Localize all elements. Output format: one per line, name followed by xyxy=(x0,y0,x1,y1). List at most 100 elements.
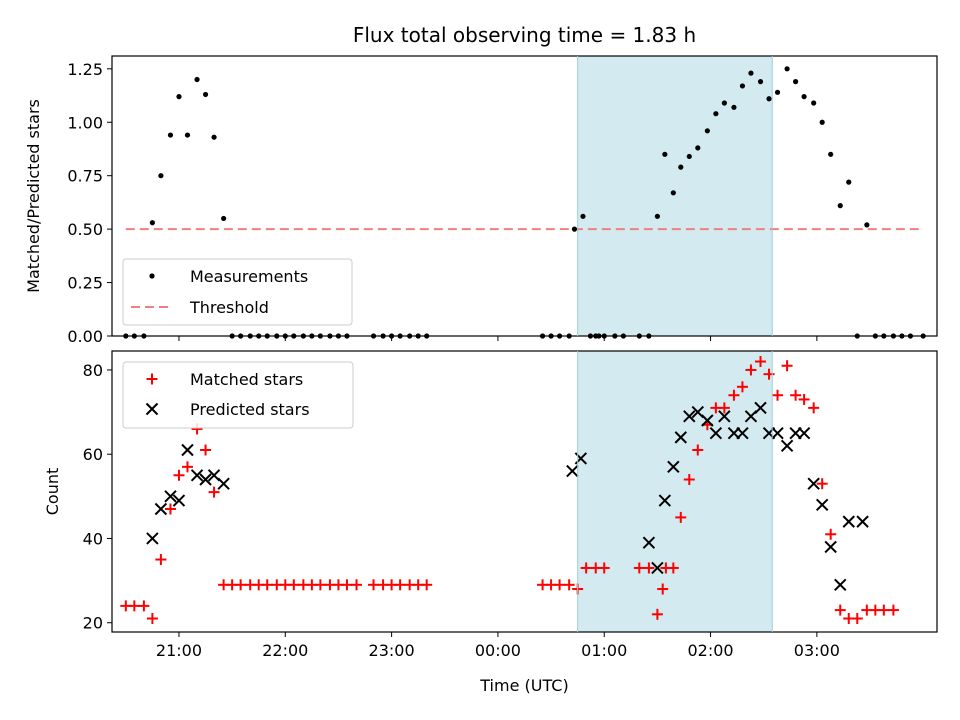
matched-star-point xyxy=(235,579,247,591)
matched-star-point xyxy=(728,389,740,401)
predicted-star-point xyxy=(718,410,731,423)
measurement-point xyxy=(221,215,227,222)
measurement-point xyxy=(211,134,217,140)
y-tick-label: 60 xyxy=(83,445,103,464)
legend-matched-marker xyxy=(146,373,158,385)
y-tick-label: 20 xyxy=(83,614,103,633)
x-ticks: 21:00 22:00 23:00 00:00 01:00 02:00 03:00 xyxy=(156,632,840,660)
measurement-point xyxy=(580,213,586,219)
matched-star-point xyxy=(851,613,863,625)
measurement-point xyxy=(766,96,772,102)
matched-star-point xyxy=(146,613,158,625)
ratio-panel: 0.00 0.25 0.50 0.75 1.00 1.25 Flux total obse… xyxy=(24,23,938,346)
y-axis-label: Matched/Predicted stars xyxy=(24,99,43,293)
predicted-star-point xyxy=(824,540,837,554)
measurement-point xyxy=(167,132,174,138)
matched-star-point xyxy=(554,579,566,591)
measurement-point xyxy=(801,94,807,100)
measurement-point xyxy=(695,145,701,151)
matched-star-point xyxy=(657,583,669,595)
x-tick-label: 03:00 xyxy=(794,641,840,660)
predicted-star-point xyxy=(780,439,794,452)
matched-star-point xyxy=(351,579,363,591)
matched-star-point xyxy=(421,579,433,591)
legend-box xyxy=(122,361,354,429)
matched-star-point xyxy=(164,503,176,515)
matched-star-point xyxy=(718,402,730,414)
measurement-point xyxy=(202,91,209,98)
matched-star-point xyxy=(692,444,704,456)
matched-star-point xyxy=(736,381,748,393)
matched-star-point xyxy=(745,364,757,376)
chart-title: Flux total observing time = 1.83 h xyxy=(353,23,696,47)
predicted-star-point xyxy=(754,401,767,415)
measurement-point xyxy=(721,100,727,106)
matched-star-point xyxy=(138,600,150,612)
predicted-star-point xyxy=(146,532,159,545)
y-ticks: 0.00 0.25 0.50 0.75 1.00 1.25 xyxy=(67,60,112,346)
predicted-star-point xyxy=(683,410,696,423)
matched-star-point xyxy=(683,473,695,485)
predicted-star-point xyxy=(642,536,656,549)
predicted-star-point xyxy=(164,490,177,503)
matched-star-point xyxy=(128,600,140,612)
y-tick-label: 80 xyxy=(83,361,103,380)
predicted-star-point xyxy=(566,464,579,478)
predicted-star-point xyxy=(667,460,680,474)
axes-frame xyxy=(111,350,938,633)
measurement-point xyxy=(837,203,843,209)
predicted-star-point xyxy=(190,469,204,482)
axes-frame xyxy=(111,55,938,337)
predicted-star-point xyxy=(709,426,723,440)
measurement-point xyxy=(713,111,719,117)
matched-star-point xyxy=(667,562,679,574)
matched-star-point xyxy=(598,562,610,574)
matched-star-point xyxy=(878,604,890,616)
observing-window-span xyxy=(577,351,773,632)
y-tick-label: 0.50 xyxy=(67,220,103,239)
legend-measurements-label: Measurements xyxy=(190,267,308,286)
matched-star-point xyxy=(643,562,655,574)
matched-star-point xyxy=(208,486,220,498)
matched-star-point xyxy=(772,389,784,401)
matched-star-point xyxy=(368,579,380,591)
measurement-point xyxy=(571,226,578,232)
legend-predicted-label: Predicted stars xyxy=(190,400,310,419)
matched-star-point xyxy=(755,356,767,368)
measurement-point xyxy=(704,128,710,134)
y-axis-label: Count xyxy=(43,468,62,516)
matched-star-point xyxy=(808,402,820,414)
predicted-star-point xyxy=(217,477,230,490)
measurement-point xyxy=(731,104,737,110)
measurement-point xyxy=(819,119,825,125)
predicted-star-point xyxy=(736,426,749,440)
predicted-star-point xyxy=(856,515,869,528)
measurement-point xyxy=(176,94,182,100)
predicted-star-point xyxy=(651,561,664,575)
legend: Matched stars Predicted stars xyxy=(122,361,354,429)
measurement-point xyxy=(864,222,870,228)
y-tick-label: 1.00 xyxy=(67,113,103,132)
matched-star-point xyxy=(173,469,185,481)
matched-star-point xyxy=(633,562,645,574)
y-tick-label: 1.25 xyxy=(67,60,103,79)
measurement-point xyxy=(757,79,764,85)
measurement-point xyxy=(184,132,191,138)
legend-box xyxy=(122,258,353,326)
count-panel: 21:00 22:00 23:00 00:00 01:00 02:00 03:00 20 40… xyxy=(43,350,938,695)
measurement-point xyxy=(662,151,668,157)
x-tick-label: 21:00 xyxy=(156,641,202,660)
matched-star-point xyxy=(580,562,592,574)
matched-star-point xyxy=(394,579,406,591)
legend-measurements-marker xyxy=(149,273,155,279)
matched-star-point xyxy=(563,579,575,591)
y-tick-label: 0.75 xyxy=(67,167,103,186)
x-tick-label: 00:00 xyxy=(475,641,521,660)
predicted-star-point xyxy=(674,431,687,444)
legend-cross-marker xyxy=(145,402,159,416)
matched-star-point xyxy=(790,389,802,401)
predicted-star-point xyxy=(181,443,194,457)
x-tick-label: 02:00 xyxy=(687,641,733,660)
predicted-star-point xyxy=(842,515,855,528)
